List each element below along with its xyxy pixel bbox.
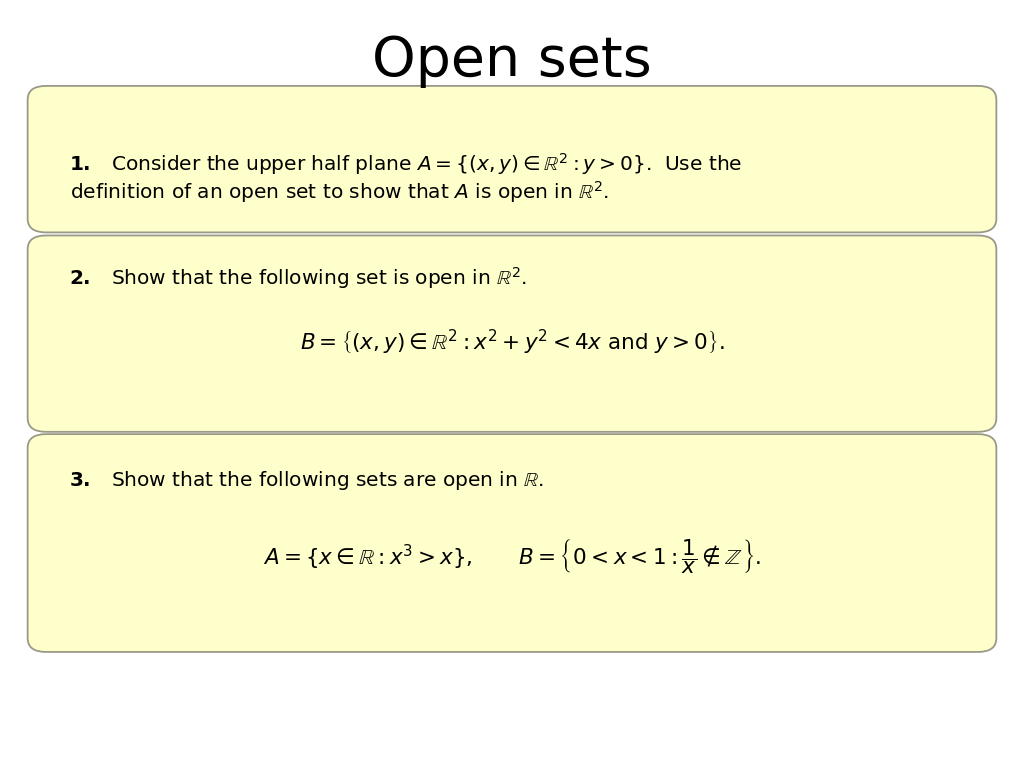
Text: 2.: 2. xyxy=(70,269,91,288)
FancyBboxPatch shape xyxy=(28,434,996,652)
Text: $B = \left\{(x,y) \in \mathbb{R}^2 : x^2 + y^2 < 4x \text{ and } y > 0\right\}.$: $B = \left\{(x,y) \in \mathbb{R}^2 : x^2… xyxy=(300,328,724,357)
Text: definition of an open set to show that $A$ is open in $\mathbb{R}^2$.: definition of an open set to show that $… xyxy=(70,179,609,206)
FancyBboxPatch shape xyxy=(28,86,996,232)
Text: Consider the upper half plane $A = \{(x,y) \in \mathbb{R}^2 : y > 0\}$.  Use the: Consider the upper half plane $A = \{(x,… xyxy=(111,151,741,177)
FancyBboxPatch shape xyxy=(28,235,996,432)
Text: $A = \left\{x \in \mathbb{R} : x^3 > x\right\}, \qquad B = \left\{0 < x < 1 : \d: $A = \left\{x \in \mathbb{R} : x^3 > x\r… xyxy=(263,538,761,576)
Text: Show that the following set is open in $\mathbb{R}^2$.: Show that the following set is open in $… xyxy=(111,265,526,291)
Text: Show that the following sets are open in $\mathbb{R}$.: Show that the following sets are open in… xyxy=(111,469,544,492)
Text: Open sets: Open sets xyxy=(372,35,652,88)
Text: 3.: 3. xyxy=(70,472,91,490)
Text: 1.: 1. xyxy=(70,155,91,173)
